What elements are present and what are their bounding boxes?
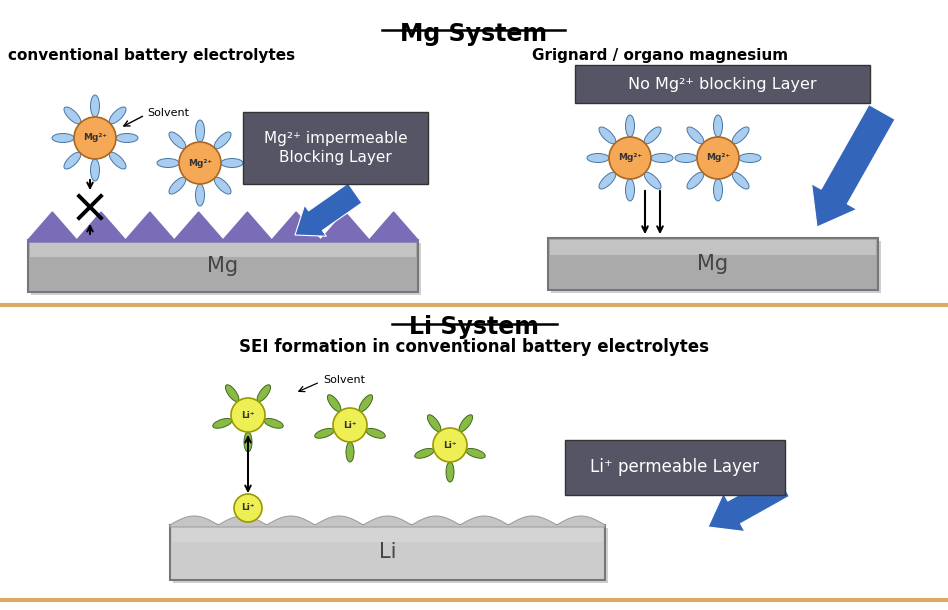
- Ellipse shape: [599, 172, 616, 189]
- FancyBboxPatch shape: [551, 241, 881, 293]
- Ellipse shape: [626, 179, 634, 201]
- Ellipse shape: [157, 159, 179, 168]
- Ellipse shape: [645, 127, 661, 144]
- Text: Li⁺: Li⁺: [241, 411, 255, 420]
- Ellipse shape: [169, 178, 186, 194]
- Circle shape: [179, 142, 221, 184]
- Text: Mg: Mg: [208, 256, 239, 276]
- Text: Mg System: Mg System: [400, 22, 548, 46]
- FancyBboxPatch shape: [548, 238, 878, 290]
- Text: Li⁺: Li⁺: [241, 503, 255, 512]
- FancyBboxPatch shape: [28, 240, 418, 292]
- Circle shape: [234, 494, 262, 522]
- FancyBboxPatch shape: [565, 440, 785, 495]
- Ellipse shape: [264, 418, 283, 428]
- Circle shape: [74, 117, 116, 159]
- Ellipse shape: [599, 127, 616, 144]
- Polygon shape: [170, 516, 605, 527]
- Text: Mg²⁺ impermeable
Blocking Layer: Mg²⁺ impermeable Blocking Layer: [264, 131, 408, 165]
- Ellipse shape: [675, 154, 697, 162]
- Ellipse shape: [116, 134, 138, 143]
- Ellipse shape: [732, 172, 749, 189]
- Ellipse shape: [739, 154, 761, 162]
- Ellipse shape: [587, 154, 609, 162]
- Text: conventional battery electrolytes: conventional battery electrolytes: [8, 48, 295, 63]
- Ellipse shape: [714, 179, 722, 201]
- Text: Li: Li: [379, 542, 396, 562]
- Text: Mg: Mg: [698, 254, 729, 274]
- Circle shape: [231, 398, 265, 432]
- Text: Grignard / organo magnesium: Grignard / organo magnesium: [532, 48, 788, 63]
- FancyBboxPatch shape: [575, 65, 870, 103]
- Ellipse shape: [645, 172, 661, 189]
- Circle shape: [433, 428, 467, 462]
- Ellipse shape: [327, 395, 341, 412]
- Ellipse shape: [359, 395, 373, 412]
- Text: Li⁺ permeable Layer: Li⁺ permeable Layer: [591, 459, 759, 476]
- Ellipse shape: [466, 448, 485, 458]
- Ellipse shape: [428, 415, 441, 432]
- Text: Li System: Li System: [409, 315, 539, 339]
- Circle shape: [697, 137, 739, 179]
- Ellipse shape: [214, 132, 231, 149]
- Text: No Mg²⁺ blocking Layer: No Mg²⁺ blocking Layer: [629, 76, 817, 92]
- FancyArrow shape: [295, 183, 362, 236]
- Ellipse shape: [366, 428, 385, 438]
- FancyBboxPatch shape: [173, 528, 608, 583]
- Polygon shape: [28, 212, 418, 242]
- Text: Solvent: Solvent: [323, 375, 365, 385]
- Ellipse shape: [626, 115, 634, 137]
- Ellipse shape: [714, 115, 722, 137]
- FancyBboxPatch shape: [170, 525, 605, 580]
- Ellipse shape: [687, 127, 703, 144]
- Ellipse shape: [244, 432, 252, 452]
- Ellipse shape: [414, 448, 434, 458]
- Text: Mg²⁺: Mg²⁺: [188, 159, 212, 168]
- Ellipse shape: [64, 152, 81, 169]
- Circle shape: [609, 137, 651, 179]
- Ellipse shape: [90, 159, 100, 181]
- Ellipse shape: [52, 134, 74, 143]
- Ellipse shape: [195, 184, 205, 206]
- Ellipse shape: [687, 172, 703, 189]
- Ellipse shape: [446, 462, 454, 482]
- Ellipse shape: [732, 127, 749, 144]
- Ellipse shape: [651, 154, 673, 162]
- Ellipse shape: [195, 120, 205, 142]
- Ellipse shape: [109, 107, 126, 124]
- FancyBboxPatch shape: [172, 527, 603, 542]
- Ellipse shape: [90, 95, 100, 117]
- Ellipse shape: [169, 132, 186, 149]
- Text: Mg²⁺: Mg²⁺: [618, 154, 642, 162]
- FancyBboxPatch shape: [243, 112, 428, 184]
- FancyBboxPatch shape: [31, 243, 421, 295]
- Text: Li⁺: Li⁺: [343, 420, 356, 429]
- Ellipse shape: [315, 428, 334, 438]
- Text: Li⁺: Li⁺: [444, 440, 457, 450]
- Ellipse shape: [226, 385, 239, 401]
- Ellipse shape: [346, 442, 354, 462]
- FancyBboxPatch shape: [550, 240, 876, 254]
- FancyArrow shape: [811, 105, 895, 227]
- Circle shape: [333, 408, 367, 442]
- Ellipse shape: [212, 418, 232, 428]
- Text: Mg²⁺: Mg²⁺: [83, 134, 107, 143]
- FancyBboxPatch shape: [30, 242, 416, 257]
- FancyArrow shape: [708, 473, 790, 531]
- Text: Solvent: Solvent: [147, 108, 189, 118]
- Text: SEI formation in conventional battery electrolytes: SEI formation in conventional battery el…: [239, 338, 709, 356]
- Ellipse shape: [214, 178, 231, 194]
- Text: Mg²⁺: Mg²⁺: [706, 154, 730, 162]
- Ellipse shape: [64, 107, 81, 124]
- Ellipse shape: [109, 152, 126, 169]
- Ellipse shape: [257, 385, 270, 401]
- Ellipse shape: [221, 159, 243, 168]
- Ellipse shape: [459, 415, 473, 432]
